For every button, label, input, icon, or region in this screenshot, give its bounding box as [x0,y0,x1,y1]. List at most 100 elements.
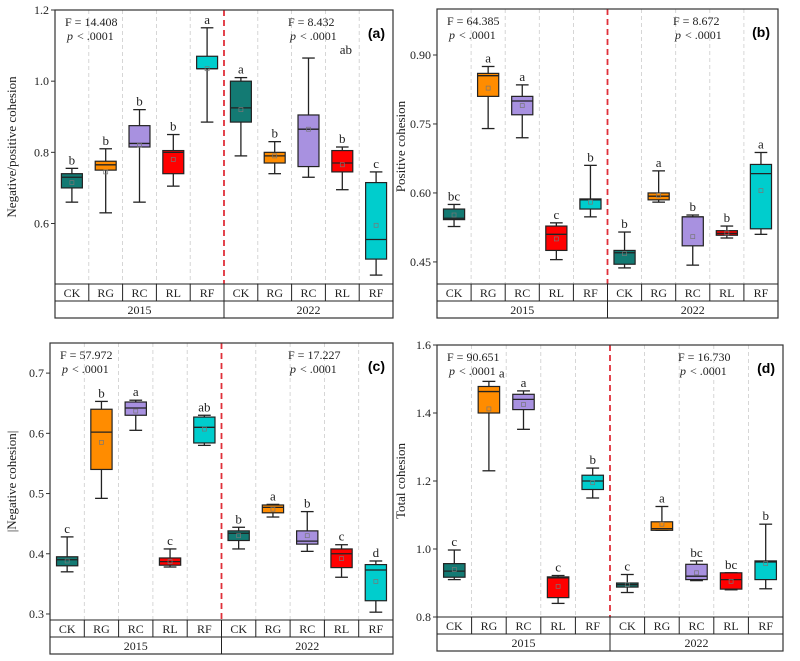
box-RC-2015: a RC [505,375,535,634]
iqr-box [546,576,570,599]
y-tick-label: 0.45 [410,255,431,269]
significance-letter: a [204,12,210,27]
significance-letter: b [69,152,76,167]
significance-letter: a [133,384,139,399]
mean-marker [204,66,210,72]
significance-letter: bc [725,557,738,572]
y-tick-label: 1.0 [416,542,431,556]
y-axis-label: Positive cohesion [393,100,408,192]
p-threshold: < .0001 [300,29,337,43]
box-RC-2015: b RC [122,94,151,301]
category-label: RC [131,286,147,300]
panel-d: 0.8 1.0 1.2 1.4 1.6 Total cohesion c CK a RG a RC c R… [393,338,784,652]
iqr-box [94,160,117,171]
iqr-box [442,208,466,221]
p-value: p < .0001 [448,364,496,378]
box-RG-2022: a RG [641,155,670,301]
y-tick-label: 0.8 [34,145,49,159]
significance-letter: c [555,560,561,575]
y-tick-label: 0.6 [29,426,44,440]
p-threshold: < .0001 [690,364,727,378]
year-label: 2022 [685,636,709,650]
mean-marker [69,180,75,185]
category-label: CK [59,622,76,636]
panel-label: (b) [752,24,770,40]
iqr-box [685,563,708,581]
significance-letter: a [656,155,662,170]
significance-letter: c [373,156,379,171]
p-value: p < .0001 [289,29,337,43]
mean-marker [694,570,699,576]
significance-letter: c [167,533,173,548]
mean-marker [373,579,379,584]
mean-marker [236,533,241,539]
iqr-box [719,572,743,590]
y-axis-label: Total cohesion [393,443,408,519]
mean-marker [339,162,345,168]
mean-marker [451,567,457,572]
box-CK-2015: b CK [60,152,83,300]
box-RG-2022: a RG [644,491,674,634]
year-label: 2022 [295,639,319,653]
y-tick-label: 0.5 [29,487,44,501]
y-tick-label: 0.60 [410,186,431,200]
box-RC-2015: a RC [504,69,534,301]
year-label: 2015 [510,303,534,317]
mean-marker [170,157,176,162]
significance-letter: c [339,529,345,544]
iqr-box [477,385,501,414]
mean-marker [553,236,559,242]
category-label: RG [480,286,497,300]
category-label: RL [723,619,738,633]
category-label: RG [97,286,114,300]
mean-marker [339,556,344,561]
significance-letter: c [64,521,70,536]
significance-letter: b [136,94,143,109]
category-label: RC [299,622,315,636]
significance-letter: b [621,216,628,231]
category-label: RL [549,286,564,300]
significance-letter: d [373,545,380,560]
box-RF-2022: a RF [743,136,773,301]
box-RL-2022: bc RL [713,557,743,634]
y-axis-label: |Negative cohesion| [4,431,19,533]
significance-letter: bc [690,545,703,560]
category-label: RF [758,619,773,633]
significance-letter: b [339,131,346,146]
panel-label: (c) [368,358,385,374]
y-tick-label: 1.2 [416,474,431,488]
box-RL-2022: b RL [709,210,739,301]
mean-marker [64,558,70,564]
mean-marker [656,192,662,198]
box-RL-2022: b RL [324,131,354,301]
box-CK-2015: c CK [442,534,466,633]
iqr-box [511,95,534,116]
significance-letter: c [624,559,630,574]
significance-letter: b [304,496,311,511]
significance-letter: a [519,69,525,84]
mean-marker [373,222,379,228]
category-label: RL [550,619,565,633]
box-RC-2015: a RC [118,384,147,637]
mean-marker [304,533,310,539]
category-label: RG [481,619,498,633]
p-value: p < .0001 [61,362,109,376]
iqr-box [613,249,636,265]
f-statistic: F = 16.730 [678,350,730,364]
year-label: 2015 [128,303,152,317]
mean-marker [622,251,627,256]
significance-letter: c [553,207,559,222]
significance-letter: b [724,210,731,225]
category-label: RF [200,286,215,300]
category-label: RF [369,622,384,636]
mean-marker [167,559,173,564]
box-RG-2022: a RG [255,488,285,637]
y-tick-label: 1.2 [34,3,49,17]
f-statistic: F = 14.408 [65,15,117,29]
p-symbol: p [289,362,296,376]
